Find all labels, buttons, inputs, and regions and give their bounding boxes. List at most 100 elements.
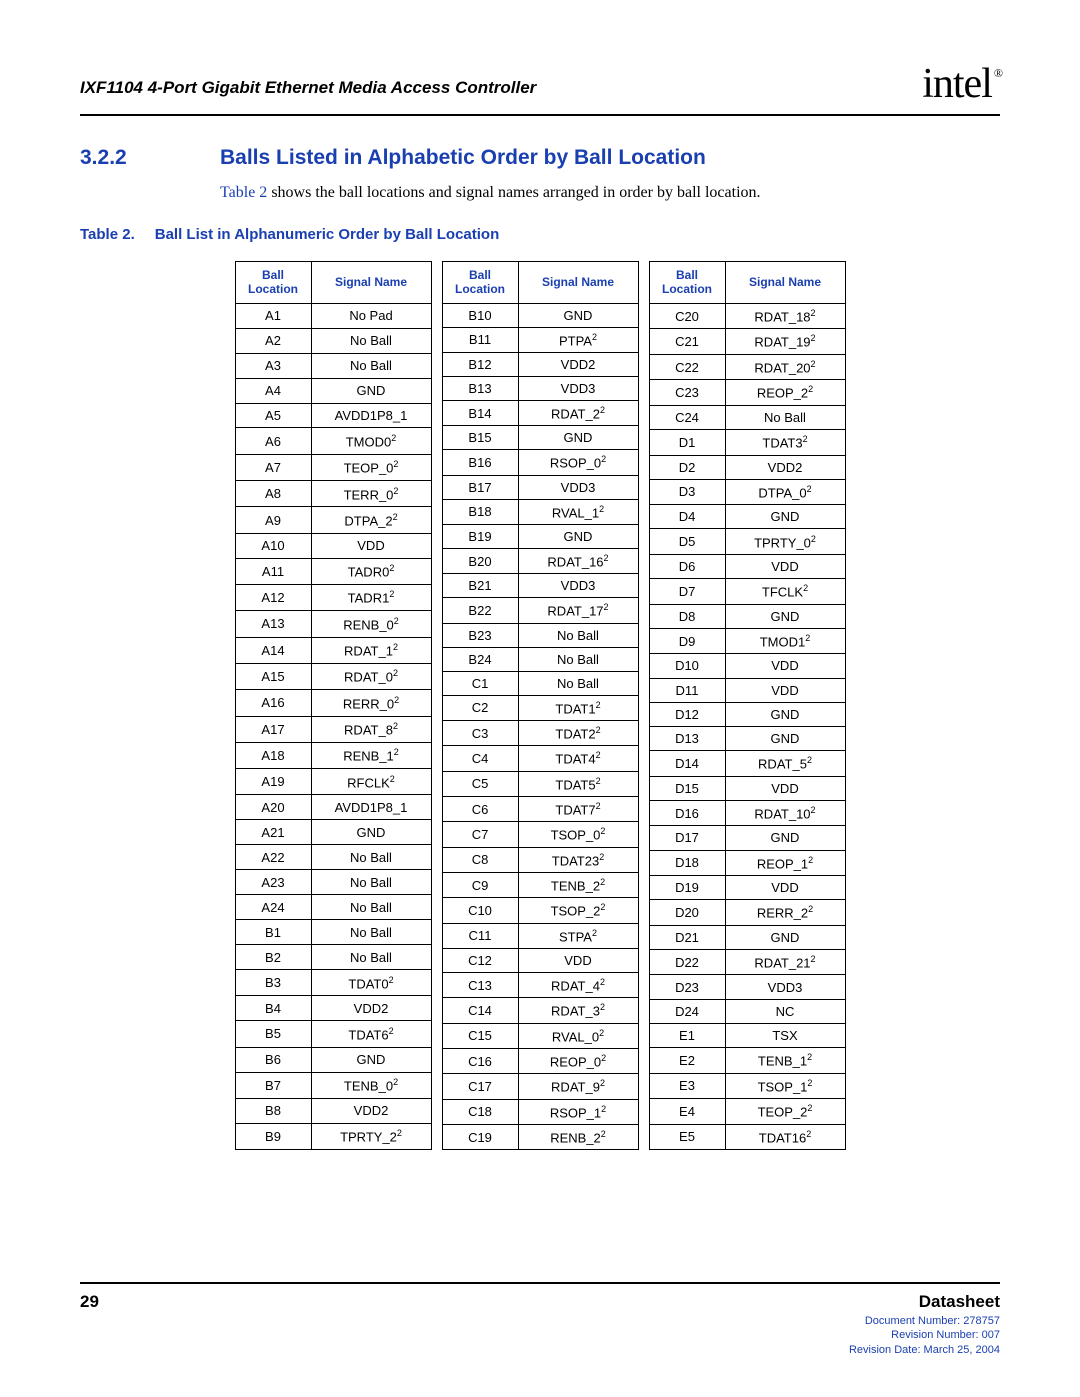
table-row: A3No Ball	[235, 353, 431, 378]
page-number: 29	[80, 1292, 99, 1312]
table-row: B11PTPA2	[442, 327, 638, 352]
table-row: D7TFCLK2	[649, 579, 845, 605]
cell-ball-location: C12	[442, 949, 518, 973]
table-row: A11TADR02	[235, 558, 431, 584]
cell-ball-location: D7	[649, 579, 725, 605]
cell-signal-name: RDAT_202	[725, 354, 845, 380]
cell-signal-name: GND	[725, 925, 845, 949]
table-row: B13VDD3	[442, 377, 638, 401]
table-row: E5TDAT162	[649, 1124, 845, 1150]
cell-signal-name: TDAT52	[518, 771, 638, 796]
cell-ball-location: C7	[442, 822, 518, 847]
table-row: D19VDD	[649, 876, 845, 900]
cell-signal-name: RSOP_12	[518, 1099, 638, 1124]
cell-signal-name: No Ball	[311, 845, 431, 870]
cell-signal-name: TDAT62	[311, 1021, 431, 1047]
table-row: A12TADR12	[235, 584, 431, 610]
table-row: A16RERR_02	[235, 690, 431, 716]
cell-ball-location: D22	[649, 949, 725, 975]
table-row: D13GND	[649, 726, 845, 750]
table-row: E1TSX	[649, 1023, 845, 1047]
cell-signal-name: VDD3	[725, 975, 845, 999]
cell-signal-name: RDAT_32	[518, 998, 638, 1023]
cell-signal-name: RDAT_22	[518, 401, 638, 426]
cell-signal-name: TENB_12	[725, 1048, 845, 1074]
cell-signal-name: GND	[518, 303, 638, 327]
cell-signal-name: STPA2	[518, 923, 638, 948]
cell-signal-name: TEOP_02	[311, 454, 431, 480]
cell-signal-name: RENB_12	[311, 742, 431, 768]
logo-registered: ®	[994, 66, 1002, 81]
cell-signal-name: RVAL_12	[518, 499, 638, 524]
table-link[interactable]: Table 2	[220, 184, 267, 201]
table-row: C1No Ball	[442, 671, 638, 695]
cell-signal-name: NC	[725, 999, 845, 1023]
section-number: 3.2.2	[80, 146, 180, 170]
cell-signal-name: VDD	[725, 876, 845, 900]
cell-signal-name: AVDD1P8_1	[311, 795, 431, 820]
cell-ball-location: B15	[442, 426, 518, 450]
cell-ball-location: B11	[442, 327, 518, 352]
cell-ball-location: D2	[649, 455, 725, 479]
cell-signal-name: No Ball	[311, 945, 431, 970]
cell-signal-name: RERR_22	[725, 900, 845, 926]
cell-signal-name: VDD3	[518, 574, 638, 598]
section-title: Balls Listed in Alphabetic Order by Ball…	[220, 146, 706, 170]
cell-signal-name: TADR12	[311, 584, 431, 610]
table-row: D20RERR_22	[649, 900, 845, 926]
cell-ball-location: D18	[649, 850, 725, 876]
cell-signal-name: TDAT12	[518, 695, 638, 720]
table-row: C8TDAT232	[442, 847, 638, 872]
cell-ball-location: D21	[649, 925, 725, 949]
cell-ball-location: D8	[649, 604, 725, 628]
table-row: B7TENB_02	[235, 1072, 431, 1098]
ball-table: BallLocationSignal NameA1No PadA2No Ball…	[235, 261, 432, 1150]
cell-ball-location: B16	[442, 450, 518, 475]
cell-signal-name: VDD	[725, 554, 845, 578]
cell-ball-location: B9	[235, 1123, 311, 1150]
table-row: B14RDAT_22	[442, 401, 638, 426]
cell-signal-name: RSOP_02	[518, 450, 638, 475]
table-row: A15RDAT_02	[235, 663, 431, 689]
table-row: E3TSOP_12	[649, 1073, 845, 1099]
table-row: A6TMOD02	[235, 428, 431, 454]
table-row: B19GND	[442, 525, 638, 549]
cell-ball-location: A17	[235, 716, 311, 742]
table-row: A22No Ball	[235, 845, 431, 870]
cell-ball-location: D11	[649, 678, 725, 702]
cell-ball-location: D17	[649, 826, 725, 850]
cell-signal-name: RDAT_102	[725, 800, 845, 826]
cell-ball-location: C8	[442, 847, 518, 872]
table-row: C20RDAT_182	[649, 303, 845, 329]
table-row: B24No Ball	[442, 647, 638, 671]
table-row: B18RVAL_12	[442, 499, 638, 524]
cell-signal-name: RDAT_182	[725, 303, 845, 329]
cell-signal-name: TDAT32	[725, 430, 845, 456]
col-signal-name: Signal Name	[725, 262, 845, 304]
table-row: B16RSOP_02	[442, 450, 638, 475]
table-row: B23No Ball	[442, 623, 638, 647]
cell-signal-name: TERR_02	[311, 481, 431, 507]
cell-ball-location: A22	[235, 845, 311, 870]
cell-signal-name: VDD2	[725, 455, 845, 479]
cell-ball-location: B13	[442, 377, 518, 401]
cell-ball-location: B18	[442, 499, 518, 524]
table-row: C17RDAT_92	[442, 1074, 638, 1099]
cell-ball-location: B2	[235, 945, 311, 970]
cell-ball-location: A4	[235, 378, 311, 403]
table-row: C10TSOP_22	[442, 898, 638, 923]
cell-signal-name: VDD	[311, 533, 431, 558]
cell-ball-location: A21	[235, 820, 311, 845]
table-row: A1No Pad	[235, 303, 431, 328]
cell-ball-location: B6	[235, 1047, 311, 1072]
cell-ball-location: D6	[649, 554, 725, 578]
doc-title: IXF1104 4-Port Gigabit Ethernet Media Ac…	[80, 60, 536, 98]
cell-ball-location: D9	[649, 628, 725, 654]
doc-number: Document Number: 278757	[849, 1314, 1000, 1328]
cell-ball-location: B12	[442, 353, 518, 377]
cell-signal-name: No Ball	[311, 328, 431, 353]
cell-ball-location: C24	[649, 405, 725, 429]
table-row: C21RDAT_192	[649, 329, 845, 355]
table-row: B1No Ball	[235, 920, 431, 945]
datasheet-label: Datasheet	[849, 1292, 1000, 1312]
